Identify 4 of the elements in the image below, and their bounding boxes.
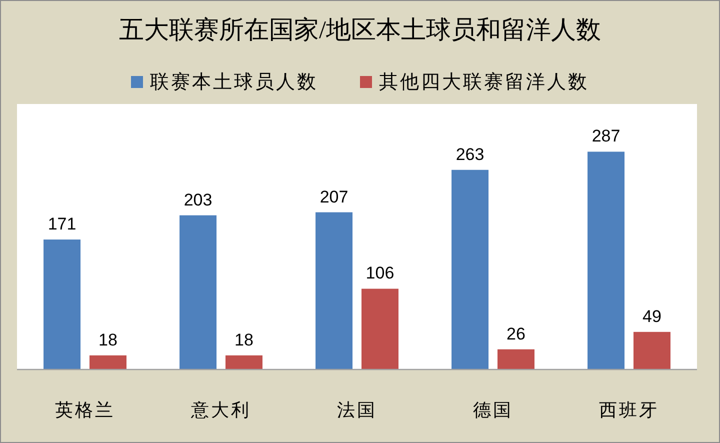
legend: 联赛本土球员人数 其他四大联赛留洋人数 bbox=[131, 72, 589, 93]
legend-label: 其他四大联赛留洋人数 bbox=[379, 71, 589, 93]
legend-label: 联赛本土球员人数 bbox=[150, 71, 318, 93]
title: 五大联赛所在国家/地区本土球员和留洋人数 bbox=[119, 17, 601, 44]
